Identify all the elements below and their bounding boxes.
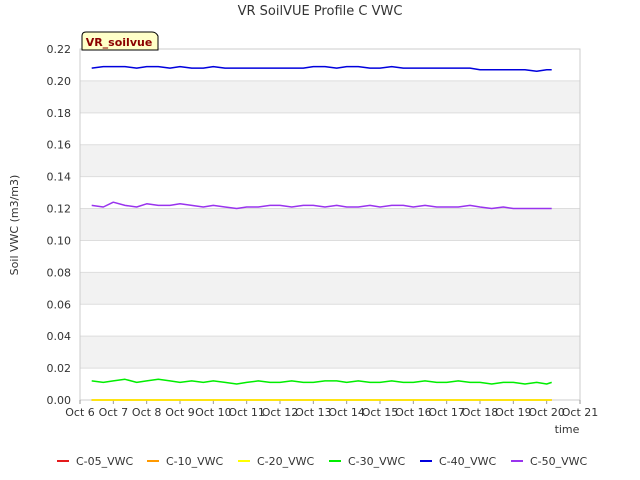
legend-c-50-vwc-label: C-50_VWC bbox=[530, 455, 588, 468]
x-tick-label: Oct 16 bbox=[395, 406, 432, 419]
legend-c-40-vwc-label: C-40_VWC bbox=[439, 455, 497, 468]
x-tick-label: Oct 7 bbox=[99, 406, 129, 419]
y-tick-label: 0.06 bbox=[47, 298, 72, 311]
x-axis-label: time bbox=[555, 423, 580, 436]
legend: C-05_VWC C-10_VWC C-20_VWC C-30_VWC C-40_VWC… bbox=[57, 455, 588, 468]
x-tick-label: Oct 8 bbox=[132, 406, 162, 419]
plot-band bbox=[80, 336, 580, 369]
y-axis-ticks: 0.00 0.02 0.04 0.06 0.08 0.10 0.12 0.14 0.16 0.18… bbox=[47, 43, 72, 407]
chart-title: VR SoilVUE Profile C VWC bbox=[238, 4, 403, 19]
x-tick-label: Oct 10 bbox=[195, 406, 232, 419]
y-tick-label: 0.20 bbox=[47, 75, 72, 88]
y-tick-label: 0.10 bbox=[47, 234, 72, 247]
plot-band bbox=[80, 80, 580, 113]
x-tick-label: Oct 20 bbox=[528, 406, 565, 419]
y-tick-label: 0.08 bbox=[47, 266, 72, 279]
x-tick-label: Oct 14 bbox=[328, 406, 365, 419]
x-tick-label: Oct 21 bbox=[562, 406, 599, 419]
series-line-c-30-vwc bbox=[91, 378, 552, 385]
y-tick-label: 0.02 bbox=[47, 362, 72, 375]
y-tick-label: 0.18 bbox=[47, 107, 72, 120]
x-tick-label: Oct 19 bbox=[495, 406, 532, 419]
y-axis-label: Soil VWC (m3/m3) bbox=[8, 175, 21, 276]
y-tick-label: 0.16 bbox=[47, 139, 72, 152]
y-tick-label: 0.12 bbox=[47, 203, 72, 216]
x-tick-label: Oct 11 bbox=[228, 406, 265, 419]
series-lines bbox=[91, 65, 552, 401]
legend-c-10-vwc-label: C-10_VWC bbox=[166, 455, 224, 468]
x-tick-label: Oct 9 bbox=[165, 406, 195, 419]
x-tick-label: Oct 18 bbox=[462, 406, 499, 419]
legend-c-20-vwc-label: C-20_VWC bbox=[257, 455, 315, 468]
y-tick-label: 0.14 bbox=[47, 171, 72, 184]
y-tick-label: 0.22 bbox=[47, 43, 72, 56]
y-tick-label: 0.00 bbox=[47, 394, 72, 407]
y-tick-label: 0.04 bbox=[47, 330, 72, 343]
series-line-c-50-vwc bbox=[91, 201, 552, 210]
plot-band bbox=[80, 144, 580, 177]
plot-band bbox=[80, 208, 580, 241]
plot-bands bbox=[80, 80, 580, 369]
legend-c-30-vwc-label: C-30_VWC bbox=[348, 455, 406, 468]
x-tick-label: Oct 6 bbox=[65, 406, 95, 419]
station-badge-box bbox=[81, 31, 159, 51]
station-badge: VR_soilvue bbox=[81, 31, 159, 51]
x-tick-label: Oct 15 bbox=[362, 406, 399, 419]
x-tick-label: Oct 12 bbox=[262, 406, 299, 419]
x-tick-label: Oct 17 bbox=[428, 406, 465, 419]
legend-c-05-vwc-label: C-05_VWC bbox=[76, 455, 134, 468]
x-tick-label: Oct 13 bbox=[295, 406, 332, 419]
station-badge-label: VR_soilvue bbox=[86, 36, 153, 49]
series-line-c-40-vwc bbox=[91, 65, 552, 73]
plot-band bbox=[80, 272, 580, 305]
